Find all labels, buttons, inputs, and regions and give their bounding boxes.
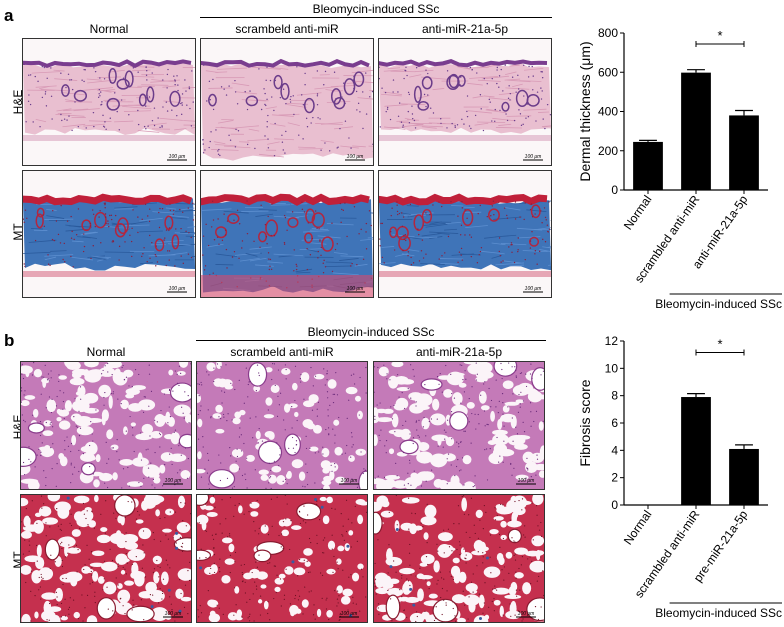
panel-a-group-header: Bleomycin-induced SSc: [312, 2, 440, 16]
y-tick-label: 12: [605, 335, 619, 348]
panel-b-group-line: [196, 340, 546, 341]
scale-bar-label: 100 μm: [165, 478, 182, 484]
panel-a-col-normal: Normal: [89, 22, 129, 36]
y-axis-label: Fibrosis score: [577, 379, 593, 466]
y-tick-label: 4: [611, 443, 618, 457]
micrograph-b-mt-normal: 100 μm: [20, 494, 192, 623]
bar: [633, 141, 663, 190]
scale-bar-label: 100 μm: [169, 154, 186, 160]
y-tick-label: 0: [611, 183, 618, 197]
micrograph-a-mt-antimir: 100 μm: [378, 170, 552, 298]
significance-marker: *: [717, 336, 722, 351]
significance-marker: *: [717, 28, 722, 43]
panel-a-group-line: [200, 17, 552, 18]
chart-dermal-thickness: 0 200 400 600 800 Dermal thickness (μm) Normal…: [577, 26, 782, 311]
panel-a-label: a: [4, 6, 14, 25]
scale-bar-label: 100 μm: [518, 478, 535, 484]
scale-bar-label: 100 μm: [525, 286, 542, 292]
panel-b-col-scrambled: scrambeld anti-miR: [230, 345, 334, 359]
y-tick-label: 6: [611, 416, 618, 430]
y-tick-label: 200: [598, 144, 618, 158]
scale-bar-label: 100 μm: [341, 611, 358, 617]
panel-b-group-header: Bleomycin-induced SSc: [307, 325, 435, 339]
micrograph-b-mt-antimir: 100 μm: [373, 494, 545, 623]
y-axis-label: Dermal thickness (μm): [577, 41, 593, 181]
y-tick-label: 400: [598, 105, 618, 119]
micrograph-b-mt-scrambled: 100 μm: [196, 494, 368, 623]
scale-bar-label: 100 μm: [347, 154, 364, 160]
bar: [681, 397, 711, 505]
y-tick-label: 2: [611, 471, 618, 485]
group-label: Bleomycin-induced SSc: [655, 606, 782, 620]
bar: [729, 115, 759, 190]
x-tick-label: Normal: [621, 193, 655, 233]
panel-b-col-normal: Normal: [86, 345, 126, 359]
scale-bar-label: 100 μm: [341, 478, 358, 484]
bar: [729, 448, 759, 505]
y-tick-label: 800: [598, 26, 618, 40]
micrograph-a-he-antimir: 100 μm: [378, 38, 552, 166]
micrograph-a-he-normal: 100 μm: [22, 38, 196, 166]
panel-a-col-antimir: anti-miR-21a-5p: [421, 22, 509, 36]
micrograph-a-mt-normal: 100 μm: [22, 170, 196, 298]
micrograph-b-he-antimir: 100 μm: [373, 361, 545, 490]
panel-b-label: b: [4, 331, 15, 350]
micrograph-b-he-scrambled: 100 μm: [196, 361, 368, 490]
bar: [681, 72, 711, 190]
micrograph-b-he-normal: 100 μm: [20, 361, 192, 490]
group-label: Bleomycin-induced SSc: [655, 297, 782, 311]
scale-bar-label: 100 μm: [518, 611, 535, 617]
y-tick-label: 600: [598, 65, 618, 79]
scale-bar-label: 100 μm: [347, 286, 364, 292]
y-tick-label: 8: [611, 389, 618, 403]
panel-b-col-antimir: anti-miR-21a-5p: [415, 345, 503, 359]
scale-bar-label: 100 μm: [169, 286, 186, 292]
panel-a-col-scrambled: scrambeld anti-miR: [235, 22, 339, 36]
micrograph-a-mt-scrambled: 100 μm: [200, 170, 374, 298]
y-tick-label: 0: [611, 498, 618, 512]
micrograph-a-he-scrambled: 100 μm: [200, 38, 374, 166]
x-tick-label: Normal: [621, 508, 655, 548]
scale-bar-label: 100 μm: [165, 611, 182, 617]
y-tick-label: 10: [605, 361, 619, 375]
scale-bar-label: 100 μm: [525, 154, 542, 160]
